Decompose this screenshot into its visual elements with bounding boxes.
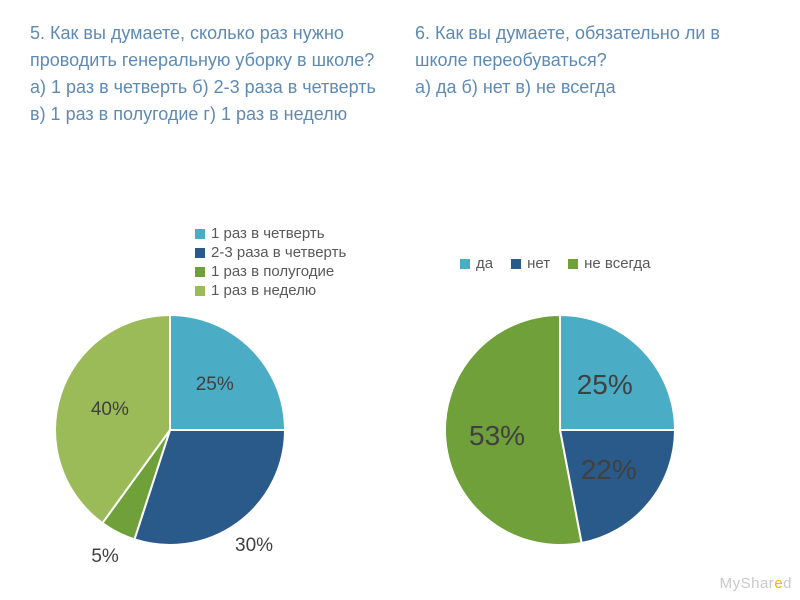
- watermark-prefix: MyShar: [720, 575, 775, 592]
- legend-swatch: [460, 259, 470, 269]
- legend-swatch: [195, 248, 205, 258]
- question-5: 5. Как вы думаете, сколько раз нужно про…: [30, 20, 385, 128]
- watermark-accent: e: [774, 575, 783, 592]
- question-6: 6. Как вы думаете, обязательно ли в школ…: [415, 20, 770, 128]
- legend-chart-6: да нет не всегда: [460, 255, 650, 272]
- legend-label: да: [476, 255, 493, 272]
- pie-chart-6: 25% 22% 53%: [435, 305, 685, 555]
- watermark-suffix: d: [783, 575, 792, 592]
- pie-slice-label: 53%: [469, 420, 525, 452]
- legend-item: не всегда: [568, 255, 650, 272]
- legend-label: 1 раз в неделю: [211, 282, 316, 299]
- pie-slice-label: 30%: [235, 535, 273, 557]
- legend-label: не всегда: [584, 255, 650, 272]
- pie-slice-label: 5%: [91, 546, 118, 568]
- legend-label: нет: [527, 255, 550, 272]
- question-5-title: 5. Как вы думаете, сколько раз нужно про…: [30, 20, 385, 74]
- watermark: MyShared: [720, 575, 792, 592]
- pie-slice-label: 25%: [196, 374, 234, 396]
- question-6-title: 6. Как вы думаете, обязательно ли в школ…: [415, 20, 770, 74]
- legend-label: 1 раз в полугодие: [211, 263, 334, 280]
- legend-swatch: [511, 259, 521, 269]
- legend-item: 1 раз в четверть: [195, 225, 346, 242]
- legend-item: 2-3 раза в четверть: [195, 244, 346, 261]
- pie-svg: [45, 305, 295, 555]
- legend-item: да: [460, 255, 493, 272]
- pie-slice: [170, 315, 285, 430]
- pie-slice-label: 40%: [91, 399, 129, 421]
- pie-slice-label: 25%: [577, 369, 633, 401]
- legend-item: 1 раз в неделю: [195, 282, 346, 299]
- legend-swatch: [195, 229, 205, 239]
- legend-label: 1 раз в четверть: [211, 225, 325, 242]
- legend-swatch: [568, 259, 578, 269]
- pie-slice-label: 22%: [581, 454, 637, 486]
- legend-chart-5: 1 раз в четверть 2-3 раза в четверть 1 раз…: [195, 225, 346, 301]
- legend-swatch: [195, 286, 205, 296]
- legend-label: 2-3 раза в четверть: [211, 244, 346, 261]
- pie-chart-5: 25%30%5%40%: [45, 305, 295, 555]
- legend-item: нет: [511, 255, 550, 272]
- legend-swatch: [195, 267, 205, 277]
- question-5-options: а) 1 раз в четверть б) 2-3 раза в четвер…: [30, 74, 385, 128]
- legend-item: 1 раз в полугодие: [195, 263, 346, 280]
- question-6-options: а) да б) нет в) не всегда: [415, 74, 770, 101]
